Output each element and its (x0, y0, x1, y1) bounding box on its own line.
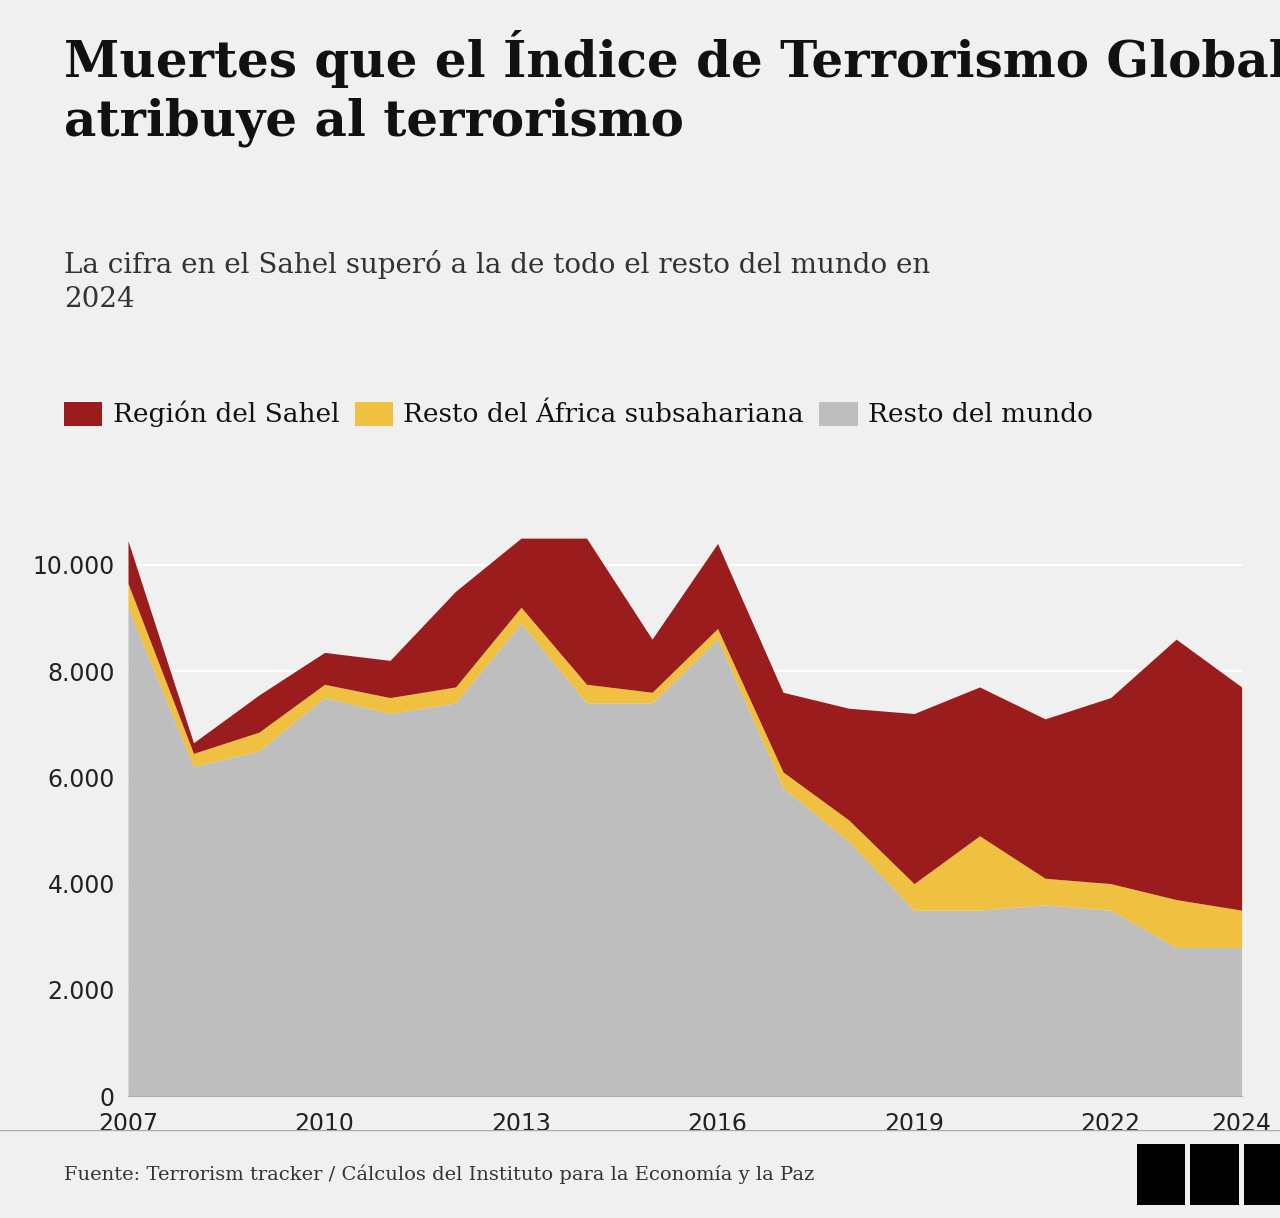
Text: B: B (1204, 1162, 1225, 1186)
Text: C: C (1258, 1162, 1279, 1186)
Text: Muertes que el Índice de Terrorismo Global
atribuye al terrorismo: Muertes que el Índice de Terrorismo Glob… (64, 30, 1280, 147)
Text: Región del Sahel: Región del Sahel (113, 401, 339, 428)
Text: B: B (1151, 1162, 1171, 1186)
Text: La cifra en el Sahel superó a la de todo el resto del mundo en
2024: La cifra en el Sahel superó a la de todo… (64, 250, 931, 313)
Text: Fuente: Terrorism tracker / Cálculos del Instituto para la Economía y la Paz: Fuente: Terrorism tracker / Cálculos del… (64, 1164, 814, 1184)
Text: Resto del mundo: Resto del mundo (868, 402, 1093, 426)
Text: Resto del África subsahariana: Resto del África subsahariana (403, 402, 804, 426)
